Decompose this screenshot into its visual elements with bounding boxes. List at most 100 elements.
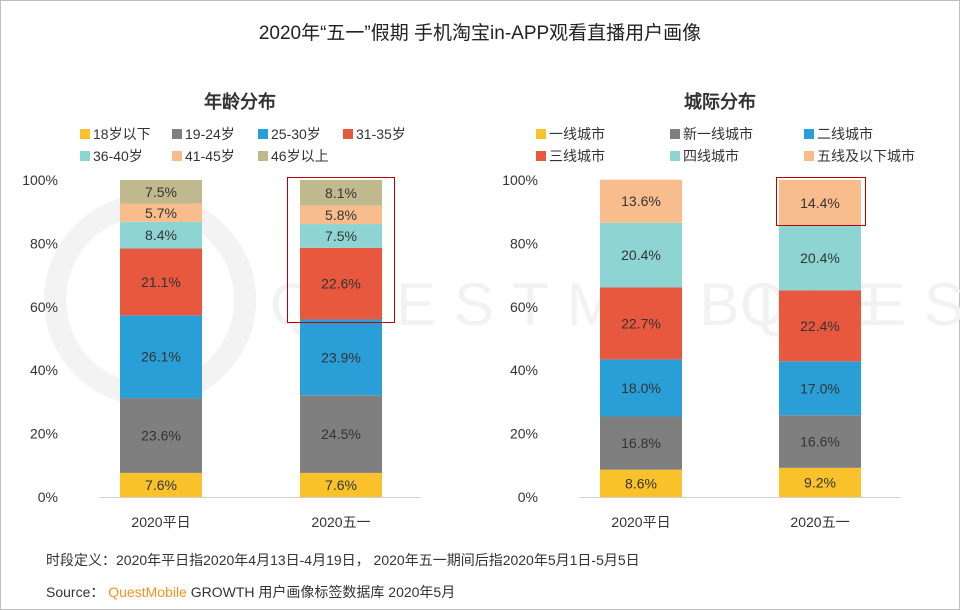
y-tick-label: 80% — [30, 235, 58, 251]
legend-label: 五线及以下城市 — [817, 148, 915, 164]
legend-item: 二线城市 — [804, 124, 873, 144]
data-label: 22.6% — [321, 276, 361, 292]
data-label: 14.4% — [800, 195, 840, 211]
legend-label: 36-40岁 — [93, 148, 143, 164]
bar-segment — [779, 467, 861, 497]
legend-swatch — [80, 129, 90, 139]
y-tick-label: 20% — [510, 426, 538, 442]
data-label: 21.1% — [141, 274, 181, 290]
bar-segment — [779, 225, 861, 291]
x-tick-label: 2020五一 — [311, 514, 370, 530]
bar-segment — [120, 221, 202, 249]
legend-item: 四线城市 — [670, 146, 739, 166]
y-tick-label: 100% — [502, 172, 538, 188]
legend-label: 41-45岁 — [185, 148, 235, 164]
data-label: 18.0% — [621, 380, 661, 396]
legend-label: 二线城市 — [817, 126, 873, 142]
data-label: 13.6% — [621, 193, 661, 209]
data-label: 5.8% — [325, 207, 357, 223]
bar-segment — [120, 203, 202, 222]
legend-swatch — [172, 129, 182, 139]
legend-swatch — [258, 151, 268, 161]
legend-label: 四线城市 — [683, 148, 739, 164]
legend-label: 18岁以下 — [93, 126, 151, 142]
legend-item: 新一线城市 — [670, 124, 753, 144]
legend-item: 25-30岁 — [258, 124, 321, 144]
legend-label: 一线城市 — [549, 126, 605, 142]
bar-segment — [779, 415, 861, 468]
source-label: Source： — [46, 584, 105, 600]
legend-label: 46岁以上 — [271, 148, 329, 164]
legend-swatch — [670, 151, 680, 161]
bar-segment — [120, 248, 202, 316]
legend-swatch — [536, 129, 546, 139]
data-label: 7.6% — [325, 477, 357, 493]
legend-swatch — [670, 129, 680, 139]
legend-swatch — [172, 151, 182, 161]
data-label: 16.6% — [800, 434, 840, 450]
legend-item: 18岁以下 — [80, 124, 151, 144]
y-tick-label: 40% — [30, 362, 58, 378]
highlight-box — [776, 177, 866, 226]
bar-segment — [779, 361, 861, 416]
legend-swatch — [80, 151, 90, 161]
legend-item: 五线及以下城市 — [804, 146, 915, 166]
x-tick-label: 2020五一 — [790, 514, 849, 530]
bar-segment — [300, 395, 382, 473]
legend-label: 新一线城市 — [683, 126, 753, 142]
bar-segment — [779, 290, 861, 362]
source-brand: QuestMobile — [108, 584, 187, 600]
legend-swatch — [804, 129, 814, 139]
bar-segment — [600, 416, 682, 470]
city-chart-title: 城际分布 — [684, 92, 756, 112]
data-label: 17.0% — [800, 380, 840, 396]
bar-segment — [120, 472, 202, 497]
bar-segment — [600, 287, 682, 360]
data-label: 22.4% — [800, 318, 840, 334]
legend-item: 三线城市 — [536, 146, 605, 166]
bar-segment — [300, 247, 382, 320]
chart-0: 0% 20% 40% 60% 80% 100% 7.6% 23.6% 26.1% 21.1% 8.4… — [22, 172, 420, 530]
legend-item: 31-35岁 — [343, 124, 406, 144]
legend-label: 19-24岁 — [185, 126, 235, 142]
footer-definition: 时段定义：2020年平日指2020年4月13日-4月19日， 2020年五一期间… — [46, 552, 640, 568]
bar-segment — [300, 205, 382, 225]
legend-swatch — [536, 151, 546, 161]
bar-segment — [120, 315, 202, 399]
data-label: 5.7% — [145, 205, 177, 221]
bar-segment — [600, 222, 682, 288]
legend-item: 46岁以上 — [258, 146, 329, 166]
legend-item: 19-24岁 — [172, 124, 235, 144]
y-tick-label: 80% — [510, 235, 538, 251]
data-label: 7.5% — [325, 228, 357, 244]
y-tick-label: 0% — [38, 489, 58, 505]
bar-segment — [300, 180, 382, 206]
x-tick-label: 2020平日 — [611, 514, 670, 530]
data-label: 8.6% — [625, 475, 657, 491]
source-text: GROWTH 用户画像标签数据库 2020年5月 — [190, 584, 456, 600]
bar-segment — [300, 472, 382, 497]
chart-1: 0% 20% 40% 60% 80% 100% 8.6% 16.8% 18.0% 22.7% 20.… — [502, 172, 900, 530]
data-label: 7.6% — [145, 477, 177, 493]
data-label: 8.1% — [325, 185, 357, 201]
data-label: 24.5% — [321, 426, 361, 442]
y-tick-label: 20% — [30, 426, 58, 442]
y-tick-label: 40% — [510, 362, 538, 378]
legend-item: 36-40岁 — [80, 146, 143, 166]
y-tick-label: 0% — [518, 489, 538, 505]
data-label: 22.7% — [621, 315, 661, 331]
legend-label: 25-30岁 — [271, 126, 321, 142]
data-label: 7.5% — [145, 184, 177, 200]
legend-item: 41-45岁 — [172, 146, 235, 166]
data-label: 16.8% — [621, 435, 661, 451]
bar-segment — [600, 359, 682, 417]
legend-swatch — [258, 129, 268, 139]
page-title: 2020年“五一”假期 手机淘宝in-APP观看直播用户画像 — [258, 23, 702, 44]
x-tick-label: 2020平日 — [131, 514, 190, 530]
bar-segment — [300, 224, 382, 248]
age-chart-title: 年龄分布 — [204, 92, 276, 112]
data-label: 23.6% — [141, 428, 181, 444]
data-label: 8.4% — [145, 227, 177, 243]
highlight-box — [287, 177, 395, 323]
bar-segment — [779, 180, 861, 226]
